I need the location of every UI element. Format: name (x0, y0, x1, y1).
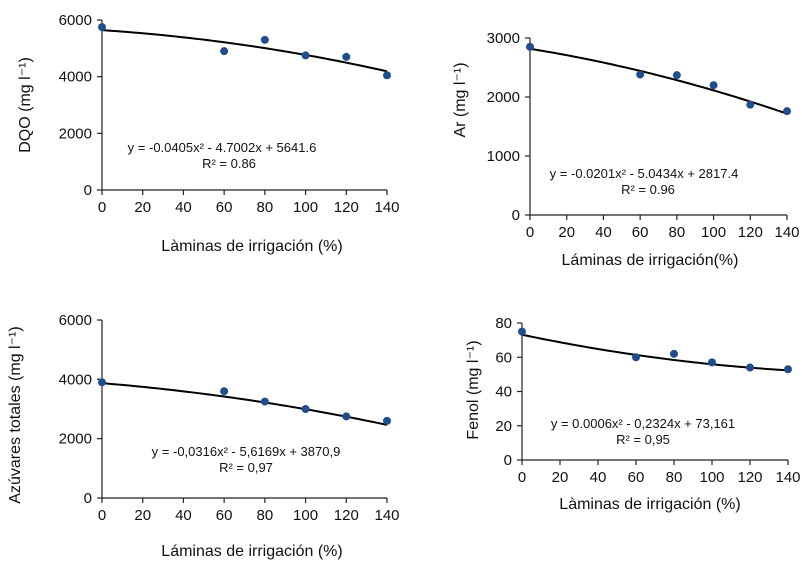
data-point (260, 397, 269, 406)
x-tick-label: 60 (628, 469, 645, 486)
x-tick-label: 120 (738, 224, 763, 241)
data-point (98, 23, 106, 32)
data-point (383, 416, 391, 425)
x-tick-label: 80 (669, 224, 686, 241)
x-tick-label: 0 (98, 507, 106, 524)
x-tick-label: 20 (134, 507, 151, 524)
trend-line (101, 382, 388, 426)
x-tick-label: 60 (632, 224, 649, 241)
trend-equation: y = 0.0006x² - 0,2324x + 73,161 (551, 416, 735, 431)
y-tick-label: 2000 (59, 125, 92, 142)
x-tick-label: 40 (590, 469, 607, 486)
y-tick-label: 4000 (59, 69, 92, 86)
trend-equation: y = -0.0201x² - 5.0434x + 2817.4 (550, 166, 739, 181)
data-point (260, 35, 269, 44)
x-tick-label: 20 (558, 224, 575, 241)
trend-line (529, 47, 788, 115)
y-tick-label: 0 (504, 452, 512, 469)
y-tick-label: 80 (495, 315, 512, 332)
x-tick-label: 40 (175, 507, 192, 524)
x-tick-label: 140 (774, 224, 799, 241)
data-point (746, 363, 754, 372)
y-axis-label: Ar (mg l⁻¹) (452, 62, 469, 137)
chart-fenol: Fenol (mg l⁻¹) Làminas de irrigación (%)… (465, 315, 801, 513)
data-point (783, 107, 791, 116)
r-squared: R² = 0,97 (219, 460, 273, 475)
y-tick-label: 0 (512, 207, 520, 224)
chart-ar: Ar (mg l⁻¹) Láminas de irrigación(%) y =… (452, 30, 800, 269)
x-tick-label: 120 (334, 199, 359, 216)
trend-equation: y = -0,0316x² - 5,6169x + 3870,9 (152, 444, 341, 459)
x-tick-label: 20 (134, 199, 151, 216)
x-tick-label: 140 (374, 199, 399, 216)
y-tick-label: 4000 (59, 371, 92, 388)
data-point (670, 349, 678, 358)
chart-azuvares-totales: Azúvares totales (mg l⁻¹) Láminas de irr… (7, 312, 400, 560)
y-tick-label: 20 (495, 418, 512, 435)
y-tick-label: 6000 (59, 312, 92, 329)
r-squared: R² = 0.96 (621, 182, 675, 197)
y-tick-label: 60 (495, 349, 512, 366)
y-tick-label: 2000 (59, 431, 92, 448)
x-tick-label: 80 (666, 469, 683, 486)
x-tick-label: 40 (175, 199, 192, 216)
y-tick-label: 0 (84, 182, 92, 199)
x-tick-label: 0 (518, 469, 526, 486)
r-squared: R² = 0,95 (616, 432, 670, 447)
x-tick-label: 40 (595, 224, 612, 241)
x-tick-label: 120 (737, 469, 762, 486)
trend-line (101, 29, 388, 73)
y-tick-label: 6000 (59, 12, 92, 29)
x-tick-label: 120 (334, 507, 359, 524)
data-point (301, 405, 310, 413)
data-point (98, 378, 106, 387)
x-tick-label: 100 (701, 224, 726, 241)
x-tick-label: 80 (257, 199, 274, 216)
x-tick-label: 20 (552, 469, 569, 486)
x-tick-label: 100 (293, 507, 318, 524)
data-point (746, 100, 755, 109)
r-squared: R² = 0.86 (202, 156, 256, 171)
x-tick-label: 60 (216, 199, 233, 216)
chart-dqo: DQO (mg l⁻¹) Làminas de irrigación (%) y… (17, 12, 400, 255)
x-axis-label: Láminas de irrigación(%) (562, 252, 739, 269)
y-axis-label: Azúvares totales (mg l⁻¹) (7, 326, 24, 503)
data-point (342, 52, 351, 61)
data-point (383, 71, 391, 80)
trend-line (521, 333, 789, 372)
data-point (220, 387, 229, 396)
data-point (784, 365, 792, 374)
y-tick-label: 1000 (487, 148, 520, 165)
x-axis-label: Làminas de irrigación (%) (559, 496, 740, 513)
data-point (708, 358, 716, 367)
x-tick-label: 100 (699, 469, 724, 486)
x-tick-label: 80 (257, 507, 274, 524)
trend-equation: y = -0.0405x² - 4.7002x + 5641.6 (128, 140, 317, 155)
x-tick-label: 100 (293, 199, 318, 216)
y-axis-label: Fenol (mg l⁻¹) (465, 340, 482, 439)
data-point (632, 353, 640, 362)
x-tick-label: 0 (98, 199, 106, 216)
data-point (301, 51, 310, 60)
y-tick-label: 40 (495, 384, 512, 401)
x-tick-label: 0 (526, 224, 534, 241)
y-tick-label: 3000 (487, 30, 520, 47)
data-point (526, 42, 534, 51)
y-tick-label: 2000 (487, 89, 520, 106)
x-tick-label: 60 (216, 507, 233, 524)
data-point (709, 81, 718, 90)
data-point (518, 327, 526, 336)
x-axis-label: Làminas de irrigación (%) (161, 238, 342, 255)
x-tick-label: 140 (775, 469, 800, 486)
data-point (220, 47, 229, 56)
data-point (672, 71, 681, 80)
x-tick-label: 140 (374, 507, 399, 524)
data-point (342, 412, 351, 421)
y-axis-label: DQO (mg l⁻¹) (17, 57, 34, 153)
x-axis-label: Láminas de irrigación (%) (161, 543, 342, 560)
data-point (636, 70, 645, 79)
y-tick-label: 0 (84, 490, 92, 507)
